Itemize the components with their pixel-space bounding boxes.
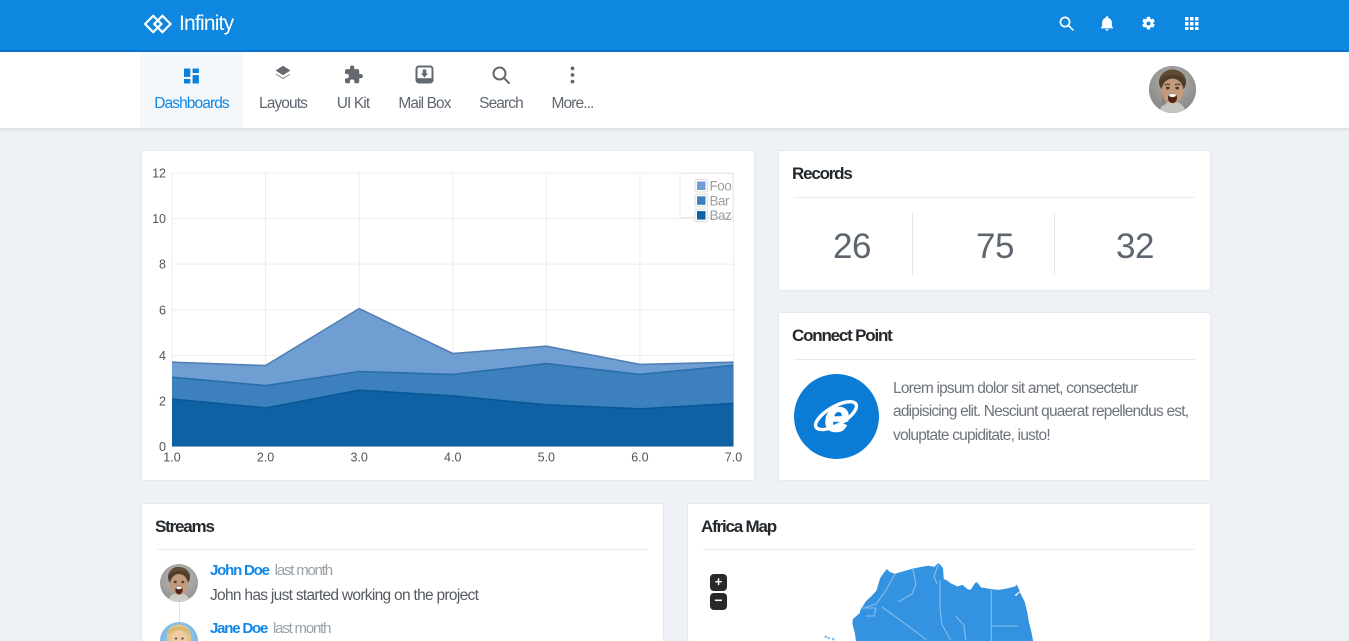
svg-text:Baz: Baz [710, 208, 733, 223]
svg-text:6: 6 [159, 303, 166, 317]
svg-text:5.0: 5.0 [538, 451, 555, 465]
svg-text:7.0: 7.0 [725, 451, 742, 465]
svg-text:Foo: Foo [710, 179, 732, 194]
svg-text:0: 0 [159, 440, 166, 454]
svg-text:6.0: 6.0 [631, 451, 648, 465]
svg-text:8: 8 [159, 258, 166, 272]
svg-text:1.0: 1.0 [163, 451, 180, 465]
svg-text:4: 4 [159, 349, 166, 363]
svg-text:Bar: Bar [710, 193, 731, 208]
svg-text:2.0: 2.0 [257, 451, 274, 465]
svg-text:12: 12 [152, 167, 166, 181]
svg-text:10: 10 [152, 212, 166, 226]
svg-text:e: e [825, 392, 849, 441]
svg-text:4.0: 4.0 [444, 451, 461, 465]
svg-text:2: 2 [159, 394, 166, 408]
svg-text:3.0: 3.0 [350, 451, 367, 465]
